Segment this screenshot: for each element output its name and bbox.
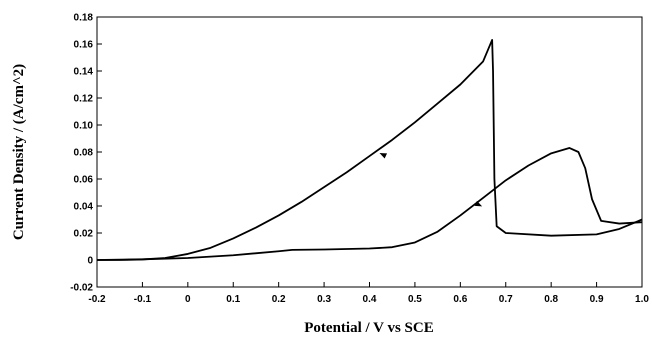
y-tick-label: 0.04 xyxy=(74,202,94,213)
y-tick-label: 0.18 xyxy=(74,13,94,24)
x-tick-label: 0 xyxy=(185,294,191,305)
x-tick-label: 0.9 xyxy=(590,294,604,305)
y-tick-label: 0.12 xyxy=(74,94,94,105)
plot-frame xyxy=(97,17,642,287)
y-tick-label: 0.16 xyxy=(74,40,94,51)
y-tick-label: 0 xyxy=(87,256,93,267)
y-tick-label: 0.08 xyxy=(74,148,94,159)
series-layer xyxy=(97,40,642,260)
x-tick-label: 1.0 xyxy=(635,294,649,305)
x-axis-title: Potential / V vs SCE xyxy=(304,320,433,336)
x-tick-label: 0.8 xyxy=(544,294,558,305)
y-tick-label: -0.02 xyxy=(70,283,93,294)
x-tick-label: 0.3 xyxy=(317,294,331,305)
x-tick-label: 0.7 xyxy=(499,294,513,305)
x-tick-label: 0.5 xyxy=(408,294,422,305)
arrow-layer xyxy=(378,150,483,208)
series-line-1 xyxy=(97,148,642,260)
x-tick-label: 0.2 xyxy=(272,294,286,305)
x-tick-label: 0.6 xyxy=(453,294,467,305)
x-axis: -0.2 -0.1 0 0.1 0.2 0.3 0.4 0.5 0.6 0.7 0.8 0.9 1.0 xyxy=(88,282,649,305)
y-tick-label: 0.02 xyxy=(74,229,94,240)
x-tick-label: 0.4 xyxy=(363,294,377,305)
y-tick-label: 0.10 xyxy=(74,121,94,132)
y-tick-label: 0.14 xyxy=(74,67,94,78)
x-tick-label: 0.1 xyxy=(226,294,240,305)
x-tick-label: -0.1 xyxy=(134,294,152,305)
direction-arrow xyxy=(378,150,387,158)
x-tick-label: -0.2 xyxy=(88,294,106,305)
y-axis-title: Current Density / (A/cm^2) xyxy=(11,64,27,240)
y-tick-label: 0.06 xyxy=(74,175,94,186)
